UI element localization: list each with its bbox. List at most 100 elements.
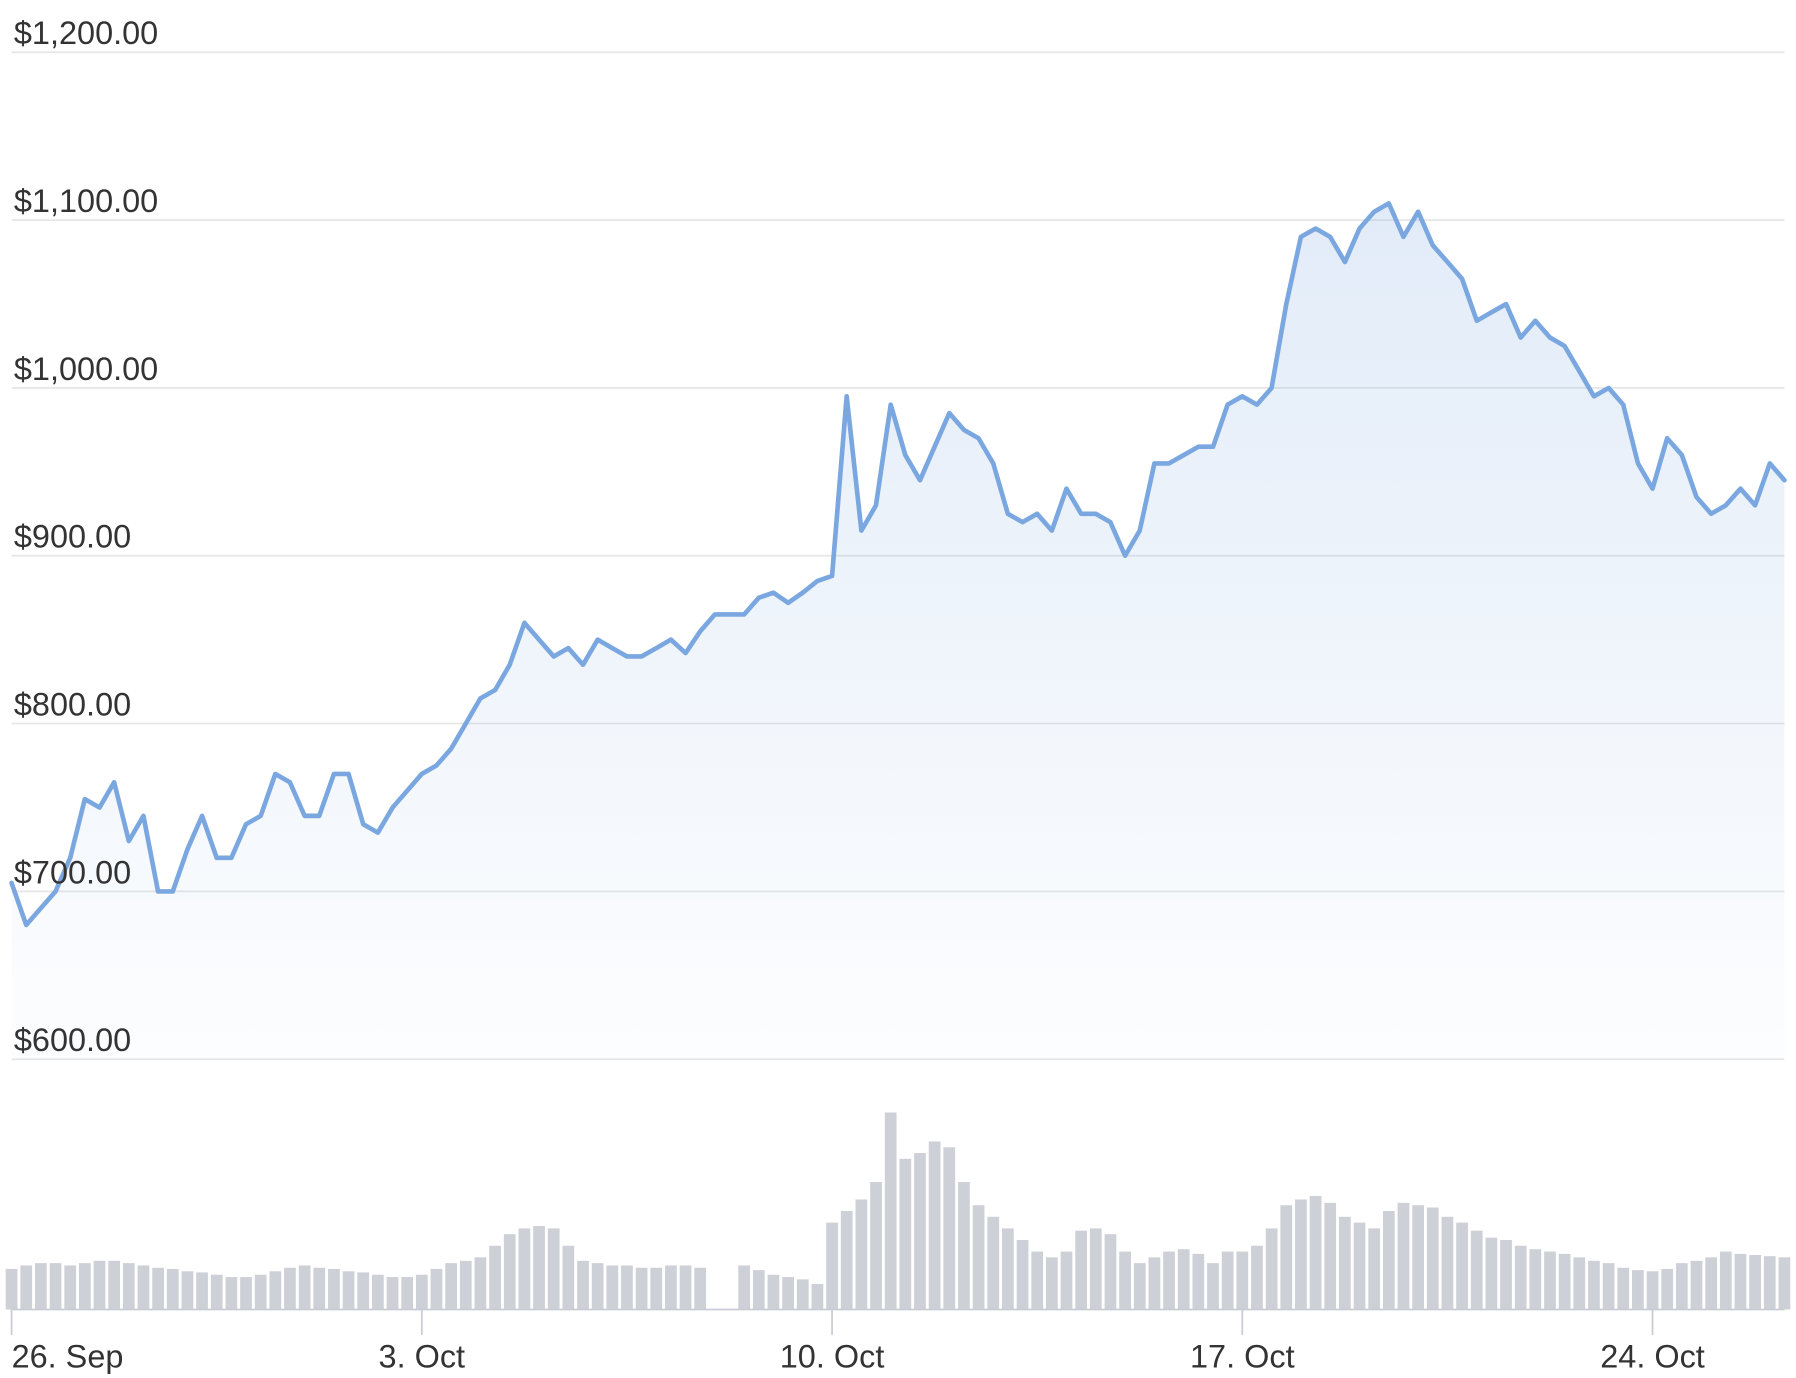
volume-bar bbox=[1207, 1263, 1219, 1310]
volume-bar bbox=[1368, 1228, 1381, 1310]
volume-bar bbox=[1002, 1228, 1014, 1310]
volume-bar bbox=[547, 1228, 560, 1310]
volume-bar bbox=[621, 1265, 633, 1310]
volume-bar bbox=[1031, 1251, 1044, 1310]
volume-bar bbox=[210, 1274, 223, 1310]
volume-bar bbox=[958, 1182, 970, 1310]
x-tick-label: 24. Oct bbox=[1600, 1338, 1705, 1374]
volume-bar bbox=[577, 1260, 589, 1310]
volume-bar bbox=[533, 1226, 545, 1310]
volume-bar bbox=[694, 1267, 707, 1310]
volume-bar bbox=[1456, 1222, 1468, 1310]
plot bbox=[9, 201, 1787, 1060]
volume-bar bbox=[240, 1277, 252, 1310]
x-tick-label: 26. Sep bbox=[12, 1338, 124, 1374]
axes: $600.00 $700.00 $800.00 $900.00 $1,000.00 $1,… bbox=[10, 15, 1785, 1374]
volume-bar bbox=[1016, 1239, 1029, 1310]
volume-bar bbox=[254, 1274, 267, 1310]
volume-bar bbox=[943, 1147, 956, 1310]
volume-bar bbox=[1719, 1251, 1732, 1310]
volume-bar bbox=[796, 1279, 809, 1310]
volume-bar bbox=[1705, 1257, 1718, 1310]
volume-bar bbox=[591, 1263, 604, 1310]
volume-bar bbox=[49, 1263, 62, 1310]
volume-bar bbox=[1177, 1249, 1190, 1310]
volume-bar bbox=[1734, 1253, 1747, 1310]
volume-bar bbox=[826, 1222, 838, 1310]
price-line bbox=[9, 201, 1787, 928]
volume-bar bbox=[298, 1265, 311, 1310]
volume-bar bbox=[855, 1199, 868, 1310]
y-tick-label: $900.00 bbox=[14, 519, 131, 555]
volume-bar bbox=[1221, 1251, 1234, 1310]
volume-bar bbox=[1661, 1268, 1674, 1310]
volume-bar bbox=[635, 1267, 648, 1310]
volume-bar bbox=[386, 1277, 399, 1310]
y-tick-label: $1,200.00 bbox=[14, 15, 158, 51]
volume-bar bbox=[1763, 1256, 1776, 1310]
volume-bar bbox=[284, 1267, 296, 1310]
volume-bar bbox=[474, 1257, 487, 1310]
volume-bar bbox=[914, 1153, 926, 1310]
volume-bar bbox=[78, 1263, 91, 1310]
y-tick-label: $1,100.00 bbox=[14, 183, 158, 219]
volume-bar bbox=[1265, 1228, 1278, 1310]
volume-bar bbox=[665, 1265, 677, 1310]
volume-bar bbox=[899, 1158, 912, 1310]
volume-bar bbox=[1089, 1228, 1102, 1310]
volume-bar bbox=[1412, 1205, 1424, 1310]
volume-bar bbox=[342, 1271, 355, 1310]
volume-bar bbox=[415, 1274, 428, 1310]
x-tick-label: 17. Oct bbox=[1190, 1338, 1295, 1374]
volume-bar bbox=[1778, 1257, 1791, 1310]
volume-bar bbox=[196, 1272, 208, 1310]
volume-bar bbox=[767, 1274, 780, 1310]
volume-bar bbox=[313, 1267, 326, 1310]
volume-bar bbox=[269, 1271, 282, 1310]
volume-bar bbox=[1588, 1260, 1600, 1310]
y-tick-label: $1,000.00 bbox=[14, 351, 158, 387]
volume-bar bbox=[987, 1216, 1000, 1310]
volume-bar bbox=[1060, 1251, 1073, 1310]
volume-bar bbox=[782, 1277, 794, 1310]
area bbox=[11, 203, 1785, 1060]
volume-bar bbox=[181, 1271, 194, 1310]
volume-bar bbox=[1544, 1251, 1556, 1310]
volume-bar bbox=[1309, 1195, 1322, 1310]
volume-bar bbox=[1632, 1270, 1644, 1310]
volume-bar bbox=[1382, 1210, 1395, 1310]
volume-bar bbox=[166, 1268, 179, 1310]
volume-bar bbox=[1045, 1257, 1058, 1310]
volume-bar bbox=[1339, 1216, 1351, 1310]
volume-bar bbox=[20, 1265, 33, 1310]
volume-bar bbox=[1119, 1251, 1131, 1310]
volume-bar bbox=[328, 1268, 340, 1310]
volume-bar bbox=[372, 1274, 384, 1310]
y-tick-label: $600.00 bbox=[14, 1022, 131, 1058]
volume-bar bbox=[225, 1277, 238, 1310]
volume-bar bbox=[840, 1210, 853, 1310]
volume-bar bbox=[1617, 1267, 1630, 1310]
volume-bar bbox=[1324, 1202, 1337, 1310]
volume-bar bbox=[870, 1182, 882, 1310]
volume-bar bbox=[503, 1234, 516, 1310]
volume-bar bbox=[738, 1265, 751, 1310]
volume-bar bbox=[1133, 1263, 1146, 1310]
volume-bar bbox=[357, 1272, 370, 1310]
volume-bar bbox=[1646, 1271, 1659, 1310]
volume-bar bbox=[445, 1263, 457, 1310]
volume-bar bbox=[137, 1265, 150, 1310]
volume-bar bbox=[5, 1268, 18, 1310]
volume-bar bbox=[679, 1265, 692, 1310]
volume-bar bbox=[606, 1265, 619, 1310]
volume-bar bbox=[430, 1268, 443, 1310]
volume-bar bbox=[1441, 1216, 1454, 1310]
volume-bar bbox=[1163, 1251, 1175, 1310]
volume-bar bbox=[1485, 1237, 1498, 1310]
volume-bar bbox=[122, 1263, 135, 1310]
x-tick-label: 3. Oct bbox=[379, 1338, 466, 1374]
volume-bar bbox=[1573, 1257, 1586, 1310]
volume-bar bbox=[1280, 1205, 1293, 1310]
volume-bar bbox=[1602, 1263, 1615, 1310]
